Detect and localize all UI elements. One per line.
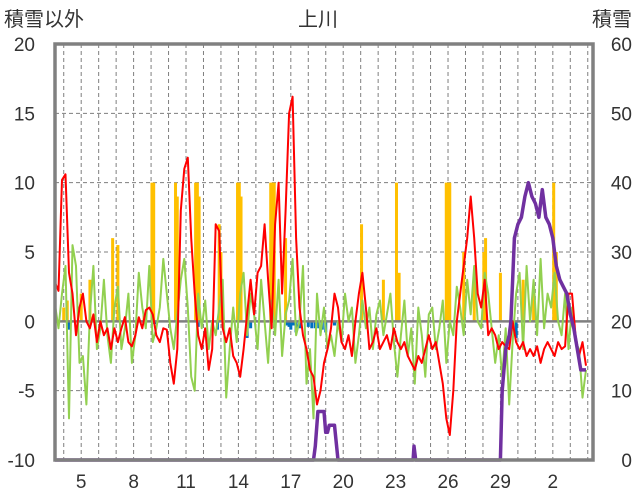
precip-bar (287, 321, 291, 327)
sunshine-bar (381, 279, 385, 322)
sunshine-bar (462, 252, 466, 322)
precip-bar (298, 321, 302, 329)
right-tick-label: 10 (611, 382, 632, 403)
sunshine-bar (521, 279, 525, 322)
snow_depth-line (55, 180, 587, 462)
left-tick-label: -5 (18, 382, 35, 403)
sunshine-bar (62, 307, 66, 322)
x-tick-label: 26 (437, 472, 458, 493)
sunshine-bar (532, 293, 536, 322)
sunshine-bar (444, 182, 448, 322)
sunshine-bar (111, 238, 115, 322)
sunshine-bar (498, 272, 502, 322)
sunshine-bar (269, 182, 273, 322)
left-tick-label: 20 (14, 35, 35, 56)
chart-title: 上川 (298, 7, 338, 31)
x-tick-label: 29 (490, 472, 511, 493)
precip-bar (289, 321, 293, 330)
x-tick-label: 14 (228, 472, 250, 493)
right-axis-label: 積雪 (592, 7, 632, 31)
left-tick-label: -10 (8, 451, 35, 472)
precip-bar (67, 321, 71, 330)
sunshine-bar (239, 196, 243, 322)
x-tick-label: 23 (385, 472, 406, 493)
plot-border (53, 42, 595, 462)
sunshine-bar (174, 182, 178, 322)
left-axis-label: 積雪以外 (4, 7, 84, 31)
x-tick-label: 11 (176, 472, 196, 493)
right-axis-ticks: 0 10 20 30 40 50 60 (611, 35, 632, 472)
x-tick-label: 17 (280, 472, 301, 493)
sunshine-bar (197, 196, 201, 322)
x-axis-ticks: 5 8 11 14 17 20 23 26 29 2 (76, 472, 558, 493)
right-tick-label: 40 (611, 174, 632, 195)
line-series (54, 95, 587, 462)
sunshine-bar (397, 272, 401, 322)
right-tick-label: 60 (611, 35, 632, 56)
x-tick-label: 5 (76, 472, 87, 493)
left-tick-label: 10 (14, 174, 35, 195)
sunshine-bar (194, 182, 198, 322)
sunshine-bar (217, 224, 221, 322)
plot-frame (53, 42, 595, 462)
x-tick-label: 2 (548, 472, 559, 493)
sunshine-bar (152, 182, 156, 322)
precip-bar (291, 321, 295, 326)
right-tick-label: 50 (611, 104, 632, 125)
precip-bar (310, 321, 314, 329)
sunshine-bar (116, 245, 120, 322)
right-tick-label: 30 (611, 243, 632, 264)
right-tick-label: 20 (611, 312, 632, 333)
left-tick-label: 5 (24, 243, 35, 264)
precip-bar (285, 321, 289, 326)
sunshine-bar (237, 182, 241, 322)
sunshine-bar (175, 196, 179, 322)
x-tick-label: 20 (333, 472, 354, 493)
temperature-line (54, 95, 587, 436)
sunshine-bar (79, 293, 83, 322)
sunshine-bar (195, 182, 199, 322)
sunshine-bar (394, 182, 398, 322)
precip-bar (306, 321, 310, 327)
sunshine-bar (446, 182, 450, 322)
sunshine-bar (448, 182, 452, 322)
precip-bar (514, 321, 518, 338)
precip-bar (332, 321, 336, 326)
right-tick-label: 0 (621, 451, 632, 472)
left-axis-ticks: -10 -5 0 5 10 15 20 (8, 35, 35, 472)
x-tick-label: 8 (128, 472, 139, 493)
left-tick-label: 0 (24, 312, 35, 333)
sunshine-bar (472, 279, 476, 322)
sunshine-bar (270, 182, 274, 322)
sunshine-bar (150, 182, 154, 322)
left-tick-label: 15 (14, 104, 35, 125)
sunshine-bar (236, 182, 240, 322)
precip-bar (249, 321, 253, 329)
sunshine-bar (284, 238, 288, 322)
grid-lines (55, 43, 593, 461)
